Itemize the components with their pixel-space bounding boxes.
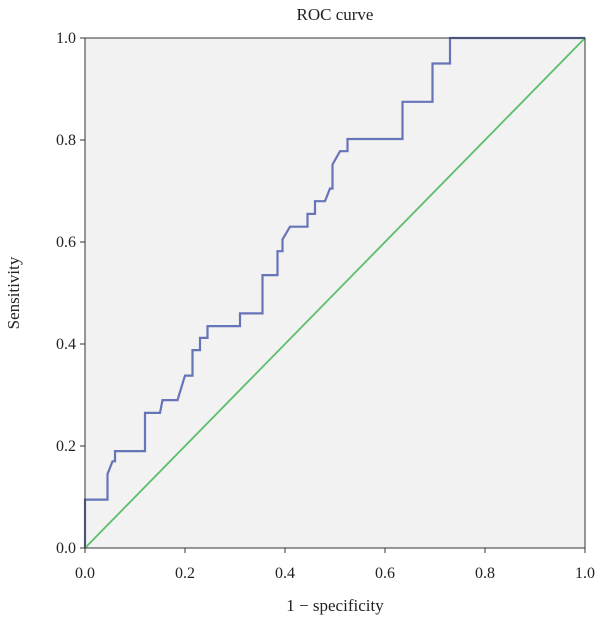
- plot-frame: [84, 37, 586, 549]
- y-tick-label: 0.2: [56, 438, 76, 455]
- x-tick-label: 0.2: [175, 565, 195, 582]
- plot-lines: [83, 36, 586, 549]
- x-tick-label: 1.0: [575, 565, 595, 582]
- x-axis: 0.0 0.2 0.4 0.6 0.8 1.0: [75, 548, 595, 582]
- reference-diagonal-line: [84, 37, 586, 549]
- y-axis-label: Sensitivity: [4, 256, 23, 329]
- chart-title: ROC curve: [297, 5, 374, 24]
- y-tick-label: 0.8: [56, 132, 76, 149]
- x-tick-label: 0.8: [475, 565, 495, 582]
- y-tick-label: 0.4: [56, 336, 76, 353]
- x-tick-label: 0.4: [275, 565, 295, 582]
- x-tick-label: 0.6: [375, 565, 395, 582]
- x-axis-label: 1 − specificity: [286, 596, 384, 615]
- y-axis: 0.0 0.2 0.4 0.6 0.8 1.0: [56, 30, 85, 557]
- y-tick-label: 0.0: [56, 540, 76, 557]
- x-tick-label: 0.0: [75, 565, 95, 582]
- roc-curve-line: [83, 36, 585, 548]
- y-tick-label: 0.6: [56, 234, 76, 251]
- y-tick-label: 1.0: [56, 30, 76, 47]
